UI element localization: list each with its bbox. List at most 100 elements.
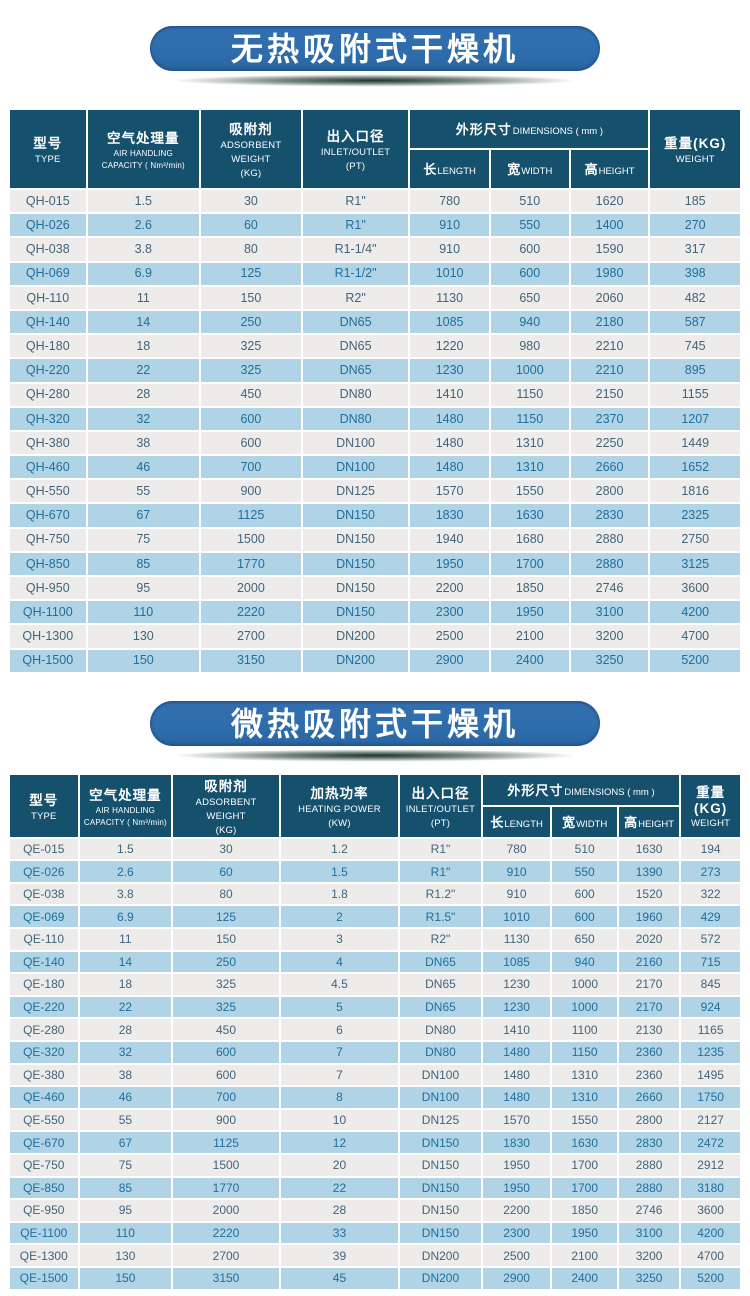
col-header-heating-power: 加热功率 HEATING POWER (KW) — [278, 773, 401, 839]
value-cell: DN150 — [398, 1220, 483, 1246]
value-cell: 1980 — [568, 260, 651, 287]
value-cell: 250 — [199, 308, 303, 336]
value-cell: DN150 — [398, 1175, 483, 1201]
value-cell: 1449 — [648, 429, 742, 457]
value-cell: 60 — [171, 859, 281, 884]
value-cell: 30 — [171, 836, 281, 862]
table-row: QE-015 1.5 30 1.2 R1" 780 510 1630 194 — [8, 836, 742, 862]
table-row: QE-140 14 250 4 DN65 1085 940 2160 715 — [8, 949, 742, 975]
height-label-en: HEIGHT — [638, 818, 675, 830]
table-row: QH-280 28 450 DN80 1410 1150 2150 1155 — [8, 381, 742, 408]
table-row: QE-220 22 325 5 DN65 1230 1000 2170 924 — [8, 994, 742, 1020]
value-cell: DN125 — [398, 1107, 483, 1133]
value-cell: 1480 — [408, 405, 491, 432]
value-cell: 28 — [85, 381, 202, 408]
value-cell: 1310 — [550, 1085, 619, 1110]
value-cell: 1652 — [648, 454, 742, 481]
microheat-dryer-spec-table: 型号 TYPE 空气处理量 AIR HANDLING CAPACITY ( Nm³/mi… — [8, 773, 742, 1291]
model-cell: QE-460 — [8, 1085, 80, 1110]
value-cell: 1700 — [488, 550, 571, 578]
col-header-dimensions: 外形尺寸DIMENSIONS ( mm ) — [408, 108, 651, 150]
value-cell: 1630 — [488, 502, 571, 529]
col-header-length: 长LENGTH — [480, 804, 553, 839]
value-cell: 2300 — [408, 599, 491, 626]
value-cell: DN80 — [398, 1039, 483, 1065]
model-cell: QE-850 — [8, 1175, 80, 1201]
value-cell: 1700 — [550, 1152, 619, 1178]
value-cell: 5200 — [679, 1265, 742, 1291]
model-cell: QH-1100 — [8, 599, 88, 626]
value-cell: 2370 — [568, 405, 651, 432]
value-cell: 325 — [199, 333, 303, 360]
table-row: QE-069 6.9 125 2 R1.5" 1010 600 1960 429 — [8, 904, 742, 929]
height-label-en: HEIGHT — [598, 166, 635, 177]
value-cell: 1150 — [550, 1039, 619, 1065]
value-cell: 1630 — [616, 836, 682, 862]
value-cell: 270 — [648, 212, 742, 239]
value-cell: 22 — [278, 1175, 401, 1201]
model-cell: QE-280 — [8, 1017, 80, 1042]
value-cell: 2200 — [480, 1198, 553, 1223]
table-row: QE-1300 130 2700 39 DN200 2500 2100 3200 4700 — [8, 1243, 742, 1268]
model-cell: QE-140 — [8, 949, 80, 975]
table-row: QH-950 95 2000 DN150 2200 1850 2746 3600 — [8, 574, 742, 602]
value-cell: 600 — [550, 904, 619, 929]
value-cell: 600 — [171, 1062, 281, 1088]
value-cell: 2746 — [616, 1198, 682, 1223]
model-cell: QE-180 — [8, 972, 80, 997]
value-cell: 910 — [408, 236, 491, 263]
value-cell: 2000 — [171, 1198, 281, 1223]
value-cell: 130 — [85, 623, 202, 650]
value-cell: 32 — [77, 1039, 174, 1065]
value-cell: 2500 — [408, 623, 491, 650]
value-cell: 325 — [171, 994, 281, 1020]
adsorbent-label-en: WEIGHT — [231, 154, 271, 166]
value-cell: R2" — [398, 927, 483, 952]
value-cell: 150 — [85, 647, 202, 674]
value-cell: 1310 — [488, 429, 571, 457]
model-cell: QH-1500 — [8, 647, 88, 674]
value-cell: 1570 — [408, 478, 491, 505]
model-cell: QH-1300 — [8, 623, 88, 650]
value-cell: 150 — [171, 927, 281, 952]
value-cell: 6.9 — [85, 260, 202, 287]
table-row: QE-670 67 1125 12 DN150 1830 1630 2830 2472 — [8, 1130, 742, 1155]
air-handling-label-en: AIR HANDLING — [95, 805, 156, 815]
value-cell: 18 — [85, 333, 202, 360]
value-cell: 1410 — [480, 1017, 553, 1042]
value-cell: 780 — [408, 187, 491, 215]
model-cell: QH-180 — [8, 333, 88, 360]
air-handling-label-en: CAPACITY ( Nm³/min) — [101, 161, 185, 170]
value-cell: 2250 — [568, 429, 651, 457]
adsorbent-label-en: ADSORBENT — [195, 797, 257, 808]
value-cell: 95 — [85, 574, 202, 602]
value-cell: 2880 — [616, 1152, 682, 1178]
value-cell: 587 — [648, 308, 742, 336]
value-cell: 2900 — [408, 647, 491, 674]
value-cell: 1230 — [480, 972, 553, 997]
table-row: QH-110 11 150 R2" 1130 650 2060 482 — [8, 284, 742, 311]
height-label-zh: 高 — [584, 162, 598, 177]
value-cell: DN65 — [300, 333, 411, 360]
model-cell: QH-380 — [8, 429, 88, 457]
value-cell: 900 — [199, 478, 303, 505]
value-cell: 67 — [85, 502, 202, 529]
value-cell: 75 — [85, 526, 202, 553]
model-cell: QH-850 — [8, 550, 88, 578]
dimensions-header-zh: 外形尺寸 — [507, 782, 564, 798]
value-cell: 700 — [199, 454, 303, 481]
table-row: QH-1100 110 2220 DN150 2300 1950 3100 4200 — [8, 599, 742, 626]
value-cell: 1480 — [480, 1085, 553, 1110]
value-cell: 2912 — [679, 1152, 742, 1178]
length-label-zh: 长 — [423, 162, 437, 177]
col-header-air-handling: 空气处理量 AIR HANDLING CAPACITY ( Nm³/min) — [85, 108, 202, 190]
value-cell: 1000 — [550, 994, 619, 1020]
value-cell: 2360 — [616, 1062, 682, 1088]
value-cell: 1550 — [550, 1107, 619, 1133]
adsorbent-label-zh: 吸附剂 — [229, 122, 273, 138]
value-cell: 3150 — [199, 647, 303, 674]
type-label-en: TYPE — [34, 154, 61, 166]
model-cell: QE-950 — [8, 1198, 80, 1223]
value-cell: R1" — [398, 859, 483, 884]
